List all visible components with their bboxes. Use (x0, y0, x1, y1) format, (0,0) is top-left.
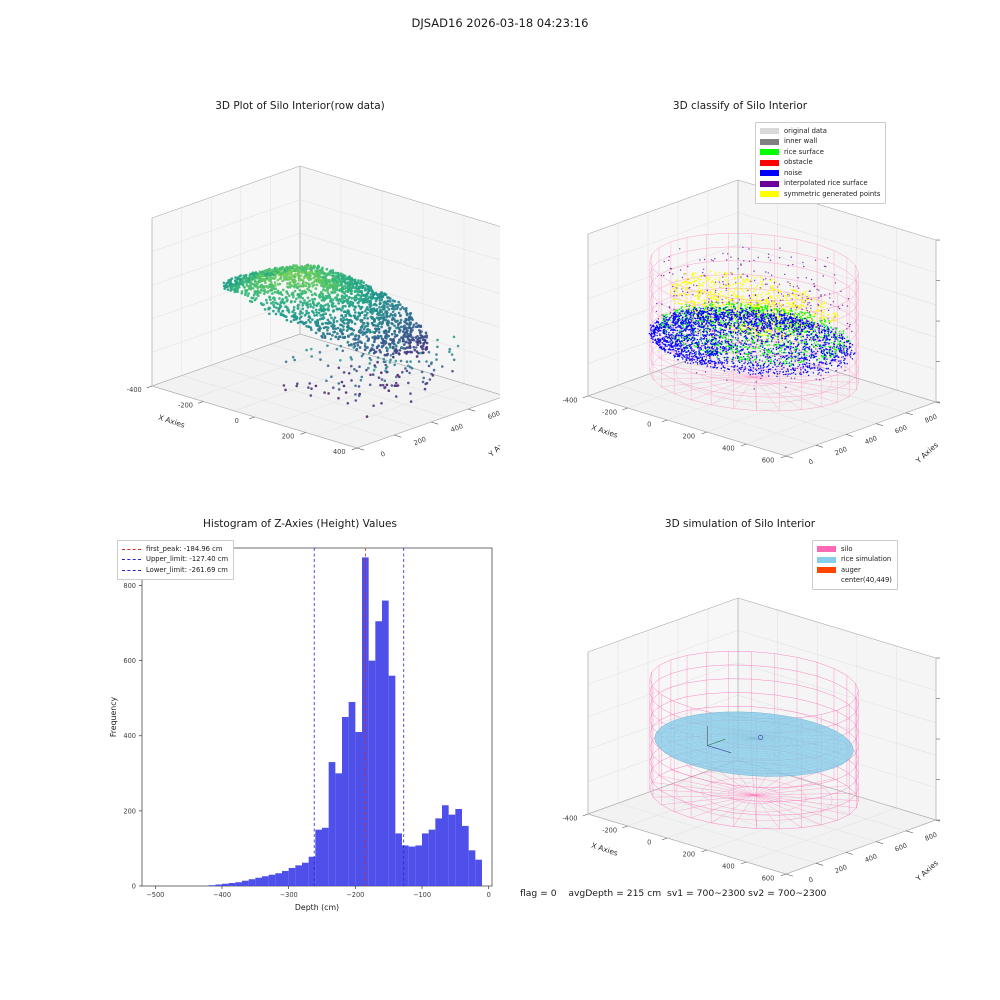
legend-item: rice surface (760, 147, 880, 158)
legend-item: silo (817, 544, 892, 555)
legend-item: symmetric generated points (760, 189, 880, 200)
legend-swatch (817, 578, 836, 584)
figure-title: DJSAD16 2026-03-18 04:23:16 (411, 16, 589, 30)
legend-label: Lower_limit: -261.69 cm (146, 565, 228, 574)
legend-label: rice surface (784, 147, 824, 156)
svg-text:400: 400 (450, 422, 465, 434)
svg-text:0: 0 (808, 457, 815, 466)
svg-text:200: 200 (413, 435, 428, 447)
legend-label: Upper_limit: -127.40 cm (146, 555, 229, 564)
legend-label: inner wall (784, 137, 818, 146)
panel-classify: 3D classify of Silo Interior -400 -200 0 20… (540, 100, 940, 480)
panel-simulation-title: 3D simulation of Silo Interior (664, 518, 816, 530)
svg-text:X Axies: X Axies (157, 413, 186, 430)
legend-dash-line (122, 548, 141, 550)
panel-histogram: Histogram of Z-Axies (Height) Values −50… (100, 518, 500, 918)
legend-item: center(40,449) (817, 576, 892, 587)
legend-swatch (760, 128, 779, 135)
legend-label: first_peak: -184.96 cm (146, 544, 223, 553)
panel-scatter-raw-title: 3D Plot of Silo Interior(row data) (215, 100, 385, 112)
svg-text:600: 600 (894, 423, 909, 435)
panel-scatter-raw: 3D Plot of Silo Interior(row data) -400 -… (100, 100, 500, 480)
legend-item: interpolated rice surface (760, 179, 880, 190)
svg-text:-200: -200 (178, 402, 193, 410)
legend-swatch (817, 556, 836, 563)
legend-item: Lower_limit: -261.69 cm (122, 565, 228, 576)
svg-text:600: 600 (487, 409, 500, 421)
svg-text:0: 0 (379, 450, 386, 459)
legend-label: interpolated rice surface (784, 179, 868, 188)
legend-label: rice simulation (841, 555, 892, 564)
legend-swatch (760, 170, 779, 177)
legend-swatch (760, 138, 779, 145)
panel-classify-title: 3D classify of Silo Interior (672, 100, 808, 112)
legend-swatch (760, 191, 779, 198)
svg-text:-400: -400 (127, 386, 142, 394)
classify-legend: original data inner wall rice surface obsta… (755, 122, 887, 204)
panel-histogram-title: Histogram of Z-Axies (Height) Values (203, 518, 397, 530)
svg-text:200: 200 (834, 445, 849, 457)
legend-dash-line (122, 569, 141, 571)
legend-swatch (817, 567, 836, 574)
svg-text:0: 0 (647, 420, 651, 428)
legend-swatch (760, 180, 779, 187)
legend-label: obstacle (784, 158, 813, 167)
legend-swatch (817, 546, 836, 553)
legend-label: original data (784, 126, 827, 135)
legend-item: original data (760, 126, 880, 137)
svg-text:Y Axies: Y Axies (913, 440, 940, 465)
legend-item: inner wall (760, 137, 880, 148)
simulation-legend: silo rice simulation auger center(40,449) (812, 540, 898, 590)
legend-label: auger (841, 565, 861, 574)
legend-item: auger (817, 565, 892, 576)
histogram-legend: first_peak: -184.96 cm Upper_limit: -127.… (117, 540, 235, 580)
svg-text:-400: -400 (563, 396, 578, 404)
legend-dash-line (122, 559, 141, 561)
histogram-xlabel: Depth (cm) (295, 903, 339, 912)
legend-label: symmetric generated points (784, 189, 881, 198)
legend-label: silo (841, 544, 853, 553)
svg-text:Y Axies: Y Axies (486, 434, 500, 459)
legend-item: Upper_limit: -127.40 cm (122, 555, 228, 566)
histogram-ylabel: Frequency (109, 696, 118, 737)
legend-label: center(40,449) (841, 576, 892, 585)
legend-swatch (760, 159, 779, 166)
svg-text:X Axies: X Axies (590, 423, 619, 440)
svg-text:200: 200 (282, 433, 295, 441)
legend-item: rice simulation (817, 555, 892, 566)
svg-text:400: 400 (864, 434, 879, 446)
legend-item: noise (760, 168, 880, 179)
panel-simulation: 3D simulation of Silo Interior -400 -200 0… (540, 518, 940, 898)
legend-label: noise (784, 168, 803, 177)
legend-item: first_peak: -184.96 cm (122, 544, 228, 555)
svg-text:400: 400 (333, 448, 346, 456)
svg-text:600: 600 (762, 456, 775, 464)
svg-text:-200: -200 (602, 408, 617, 416)
svg-text:400: 400 (722, 444, 735, 452)
legend-swatch (760, 149, 779, 156)
legend-item: obstacle (760, 158, 880, 169)
svg-text:800: 800 (924, 413, 939, 425)
svg-text:200: 200 (683, 432, 696, 440)
status-bar: flag = 0 avgDepth = 215 cm sv1 = 700~230… (520, 888, 827, 899)
histogram-plot[interactable]: −500 −400 −300 −200 −100 0 0 200 400 600 800 Depth … (100, 534, 500, 928)
svg-text:0: 0 (235, 417, 239, 425)
